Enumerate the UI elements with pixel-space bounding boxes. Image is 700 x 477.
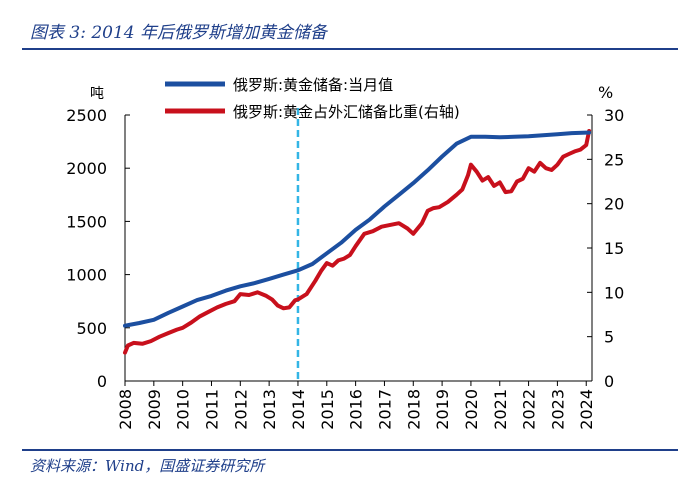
x-tick-label: 2017: [375, 389, 394, 430]
right-tick-label: 15: [604, 239, 624, 258]
x-tick-label: 2019: [433, 389, 452, 430]
left-axis-unit: 吨: [90, 86, 104, 102]
left-axis-ticks: 0 500 1000 1500 2000 2500: [66, 106, 130, 391]
x-tick-label: 2022: [520, 389, 539, 430]
x-tick-label: 2014: [289, 389, 308, 430]
right-tick-label: 25: [604, 150, 624, 169]
series-line-gold-reserve: [123, 130, 592, 328]
right-tick-label: 30: [604, 106, 624, 125]
chart-legend: 俄罗斯:黄金储备:当月值 俄罗斯:黄金占外汇储备比重(右轴): [165, 76, 460, 121]
x-tick-label: 2008: [116, 389, 135, 430]
series-layer: [123, 108, 592, 381]
series-line-gold-share: [123, 129, 592, 355]
left-tick-label: 2500: [66, 106, 107, 125]
header-rule: [22, 48, 678, 50]
left-tick-label: 1500: [66, 212, 107, 231]
right-tick-label: 0: [604, 372, 614, 391]
legend-label-gold-reserve: 俄罗斯:黄金储备:当月值: [233, 76, 393, 94]
figure-title: 图表 3: 2014 年后俄罗斯增加黄金储备: [30, 23, 328, 43]
right-tick-label: 20: [604, 195, 624, 214]
x-tick-label: 2011: [202, 389, 221, 430]
right-axis-unit: %: [598, 83, 613, 102]
x-tick-label: 2024: [577, 389, 596, 430]
left-tick-label: 1000: [66, 266, 107, 285]
x-axis-ticks: 2008 2009 2010 2011 2012 2013 2014 2015 2016 2017…: [116, 381, 596, 430]
left-tick-label: 500: [76, 319, 107, 338]
right-tick-label: 5: [604, 328, 614, 347]
legend-label-gold-share: 俄罗斯:黄金占外汇储备比重(右轴): [233, 103, 460, 121]
left-tick-label: 0: [97, 372, 107, 391]
x-tick-label: 2013: [260, 389, 279, 430]
x-tick-label: 2021: [491, 389, 510, 430]
x-tick-label: 2016: [347, 389, 366, 430]
x-tick-label: 2020: [462, 389, 481, 430]
right-axis-ticks: 0 5 10 15 20 25 30: [587, 106, 624, 391]
x-tick-label: 2012: [231, 389, 250, 430]
x-tick-label: 2018: [404, 389, 423, 430]
x-tick-label: 2009: [145, 389, 164, 430]
x-tick-label: 2023: [548, 389, 567, 430]
source-note: 资料来源：Wind，国盛证券研究所: [30, 457, 265, 475]
axes-group: [124, 115, 593, 382]
x-tick-label: 2015: [318, 389, 337, 430]
footer-rule: [22, 449, 678, 451]
right-tick-label: 10: [604, 283, 624, 302]
left-tick-label: 2000: [66, 159, 107, 178]
x-tick-label: 2010: [174, 389, 193, 430]
